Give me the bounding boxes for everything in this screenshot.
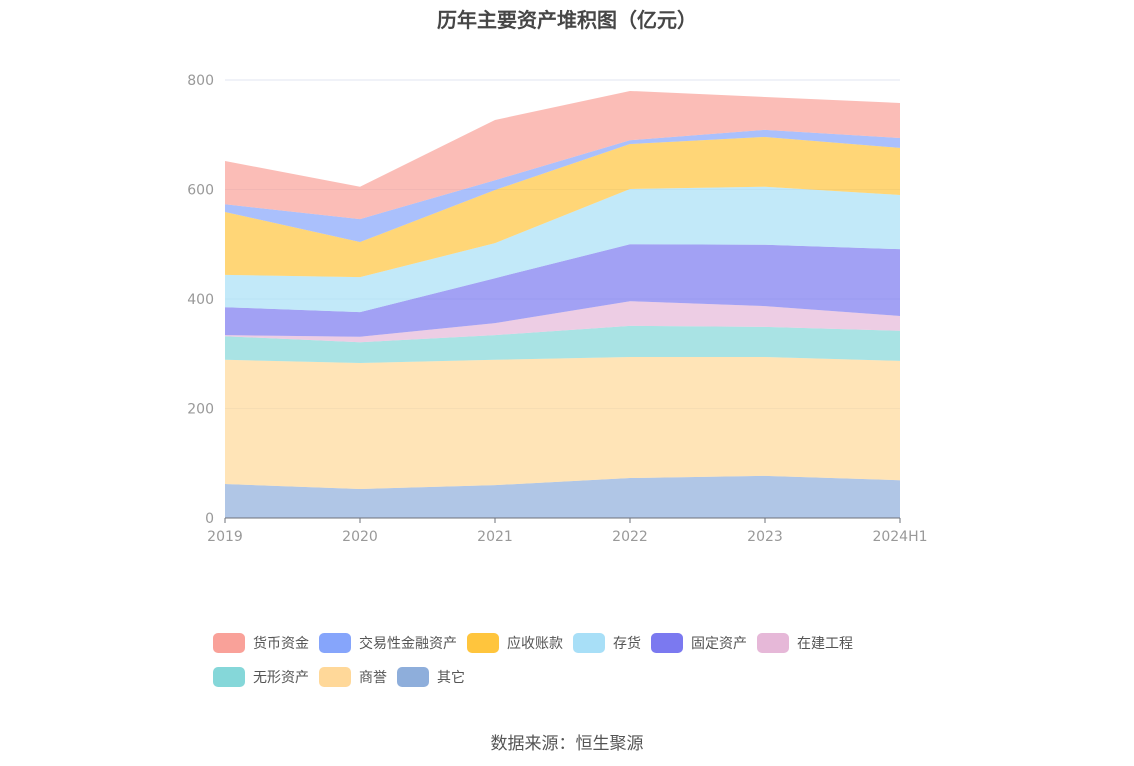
area-其它 [225, 475, 900, 518]
y-tick-label: 200 [187, 402, 214, 418]
area-货币资金 [225, 90, 900, 220]
stacked-area-chart: 0 200 400 600 800 2019 2020 2021 2022 2023 2024H1 [187, 73, 927, 545]
legend-item-无形资产[interactable]: 无形资产 [213, 666, 309, 688]
legend-item-存货[interactable]: 存货 [573, 632, 641, 654]
legend-swatch [573, 633, 605, 653]
legend-label: 商誉 [359, 670, 387, 686]
y-tick-label: 800 [187, 73, 214, 89]
legend-label: 固定资产 [691, 636, 747, 652]
legend-swatch [319, 667, 351, 687]
legend-label: 其它 [437, 670, 465, 686]
legend-label: 在建工程 [797, 636, 853, 652]
area-交易性金融资产 [225, 129, 900, 243]
area-无形资产 [225, 325, 900, 364]
x-tick-label: 2022 [612, 529, 648, 545]
x-tick-label: 2024H1 [872, 529, 927, 545]
area-商誉 [225, 357, 900, 489]
legend-swatch [319, 633, 351, 653]
legend-label: 货币资金 [253, 636, 309, 652]
legend-item-交易性金融资产[interactable]: 交易性金融资产 [319, 632, 457, 654]
area-应收账款 [225, 136, 900, 278]
area-存货 [225, 186, 900, 313]
y-tick-label: 400 [187, 292, 214, 308]
legend-swatch [213, 667, 245, 687]
legend-item-在建工程[interactable]: 在建工程 [757, 632, 853, 654]
legend-item-货币资金[interactable]: 货币资金 [213, 632, 309, 654]
area-固定资产 [225, 244, 900, 337]
legend-item-固定资产[interactable]: 固定资产 [651, 632, 747, 654]
legend-label: 存货 [613, 636, 641, 652]
x-tick-label: 2020 [342, 529, 378, 545]
legend-item-应收账款[interactable]: 应收账款 [467, 632, 563, 654]
y-tick-label: 600 [187, 183, 214, 199]
y-tick-label: 0 [205, 511, 214, 527]
legend-item-其它[interactable]: 其它 [397, 666, 465, 688]
chart-title: 历年主要资产堆积图（亿元） [437, 8, 697, 32]
legend-label: 无形资产 [253, 670, 309, 686]
x-tick-label: 2023 [747, 529, 783, 545]
legend-label: 交易性金融资产 [359, 636, 457, 652]
data-source: 数据来源：恒生聚源 [490, 734, 644, 754]
x-tick-label: 2019 [207, 529, 243, 545]
legend-swatch [757, 633, 789, 653]
area-在建工程 [225, 301, 900, 343]
legend-swatch [213, 633, 245, 653]
legend: 货币资金 交易性金融资产 应收账款 存货 固定资产 在建工程无形资产 商誉 其它 [213, 632, 953, 700]
legend-swatch [397, 667, 429, 687]
legend-swatch [467, 633, 499, 653]
x-tick-label: 2021 [477, 529, 513, 545]
legend-item-商誉[interactable]: 商誉 [319, 666, 387, 688]
legend-label: 应收账款 [507, 636, 563, 652]
legend-swatch [651, 633, 683, 653]
